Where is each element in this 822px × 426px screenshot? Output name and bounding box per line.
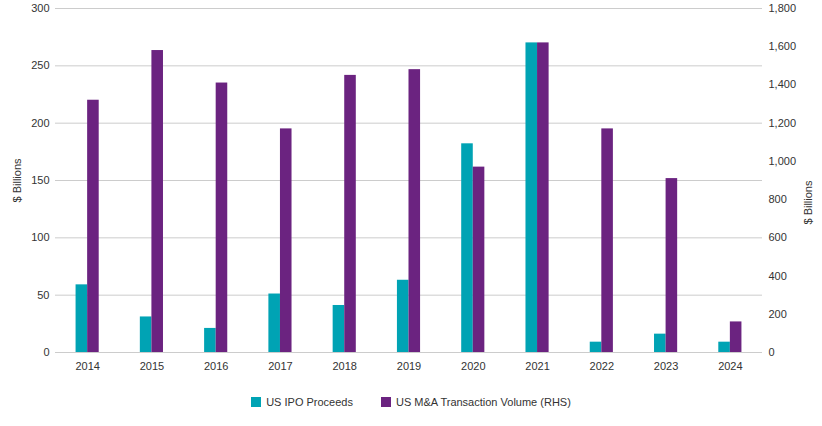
svg-text:$ Billions: $ Billions — [802, 180, 814, 225]
svg-text:2022: 2022 — [590, 360, 614, 372]
svg-text:2021: 2021 — [525, 360, 549, 372]
svg-text:2018: 2018 — [332, 360, 356, 372]
svg-text:200: 200 — [31, 117, 49, 129]
svg-text:2019: 2019 — [397, 360, 421, 372]
svg-text:2014: 2014 — [75, 360, 99, 372]
svg-text:800: 800 — [769, 193, 787, 205]
svg-text:150: 150 — [31, 174, 49, 186]
svg-text:200: 200 — [769, 308, 787, 320]
svg-text:2024: 2024 — [718, 360, 742, 372]
svg-text:1,600: 1,600 — [769, 40, 797, 52]
svg-text:100: 100 — [31, 231, 49, 243]
svg-text:250: 250 — [31, 59, 49, 71]
svg-text:50: 50 — [37, 289, 49, 301]
svg-text:0: 0 — [769, 346, 775, 358]
svg-text:600: 600 — [769, 231, 787, 243]
svg-text:1,800: 1,800 — [769, 2, 797, 14]
svg-text:2020: 2020 — [461, 360, 485, 372]
svg-text:$ Billions: $ Billions — [11, 158, 23, 203]
svg-text:1,000: 1,000 — [769, 155, 797, 167]
svg-text:2017: 2017 — [268, 360, 292, 372]
svg-text:1,200: 1,200 — [769, 117, 797, 129]
svg-text:2015: 2015 — [140, 360, 164, 372]
svg-text:1,400: 1,400 — [769, 78, 797, 90]
svg-text:0: 0 — [43, 346, 49, 358]
svg-text:2016: 2016 — [204, 360, 228, 372]
svg-text:400: 400 — [769, 270, 787, 282]
html-text:US IPO Proceeds: US IPO Proceeds — [266, 396, 353, 408]
html-text:US M&A Transaction Volume (RHS: US M&A Transaction Volume (RHS) — [396, 396, 571, 408]
svg-text:300: 300 — [31, 2, 49, 14]
svg-text:2023: 2023 — [654, 360, 678, 372]
